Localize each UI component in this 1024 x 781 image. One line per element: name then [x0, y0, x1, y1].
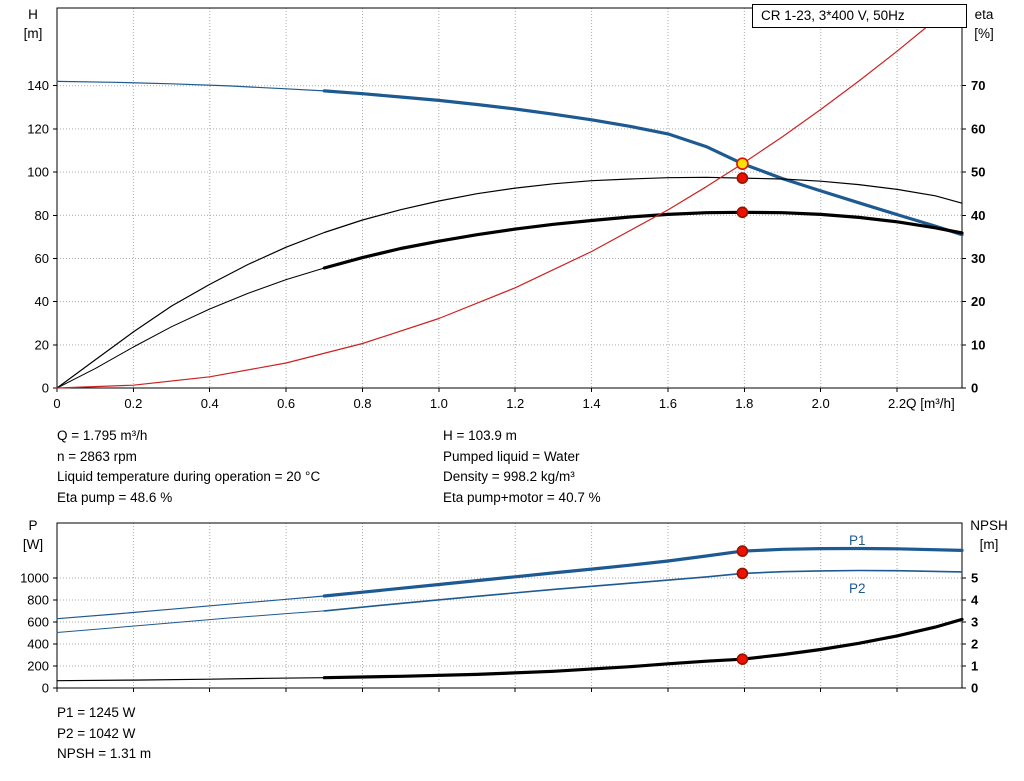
info-npsh: NPSH = 1.31 m	[57, 746, 152, 761]
svg-text:5: 5	[971, 571, 978, 586]
info-q: Q = 1.795 m³/h	[57, 428, 148, 443]
svg-text:40: 40	[971, 208, 985, 223]
info-density: Density = 998.2 kg/m³	[443, 469, 575, 484]
svg-text:1.2: 1.2	[506, 396, 524, 411]
npsh-axis-title-unit: [m]	[979, 537, 999, 552]
svg-text:0: 0	[971, 681, 978, 696]
pump-model-label: CR 1-23, 3*400 V, 50Hz	[761, 8, 905, 23]
info-pumped-liquid: Pumped liquid = Water	[443, 448, 580, 464]
svg-text:40: 40	[35, 294, 49, 309]
svg-text:400: 400	[27, 637, 49, 652]
info-p2: P2 = 1042 W	[57, 725, 136, 741]
p1-curve-label: P1	[849, 533, 866, 548]
info-p1: P1 = 1245 W	[57, 705, 136, 720]
svg-text:600: 600	[27, 615, 49, 630]
svg-text:1.0: 1.0	[430, 396, 448, 411]
info-eta-pump: Eta pump = 48.6 %	[57, 489, 173, 505]
svg-text:3: 3	[971, 615, 978, 630]
svg-text:1.6: 1.6	[659, 396, 677, 411]
power-axis-title-unit: [W]	[22, 537, 44, 552]
svg-text:1: 1	[971, 659, 978, 674]
svg-text:1.4: 1.4	[583, 396, 601, 411]
npsh-axis-title-symbol: NPSH	[970, 518, 1008, 533]
svg-text:2: 2	[971, 637, 978, 652]
operating-data-right: H = 103.9 m Pumped liquid = Water Densit…	[443, 426, 601, 508]
svg-text:0: 0	[42, 681, 49, 696]
p2-curve-label: P2	[849, 581, 866, 596]
q-axis-title: Q [m³/h]	[906, 396, 955, 411]
svg-text:0: 0	[42, 381, 49, 396]
power-npsh-values: P1 = 1245 W P2 = 1042 W NPSH = 1.31 m	[57, 703, 151, 765]
svg-text:20: 20	[35, 337, 49, 352]
h-axis-title-unit: [m]	[23, 26, 43, 41]
svg-text:0.2: 0.2	[124, 396, 142, 411]
h-axis-title-symbol: H	[28, 7, 38, 22]
info-speed: n = 2863 rpm	[57, 448, 137, 464]
eta-axis-title: eta [%]	[962, 5, 1006, 43]
power-axis-title: P [W]	[14, 516, 52, 554]
top-chart-svg: 0 0.2 0.4 0.6 0.8 1.0 1.2 1.4 1.6 1.8 2.0 2.2 0 20 40 6…	[27, 7, 985, 411]
h-axis-title: H [m]	[14, 5, 52, 43]
svg-text:2.2: 2.2	[888, 396, 906, 411]
info-eta-pump-motor: Eta pump+motor = 40.7 %	[443, 489, 601, 505]
svg-text:0: 0	[53, 396, 60, 411]
svg-text:800: 800	[27, 593, 49, 608]
svg-text:2.0: 2.0	[812, 396, 830, 411]
npsh-axis-title: NPSH [m]	[960, 516, 1018, 554]
pump-model-box: CR 1-23, 3*400 V, 50Hz	[752, 4, 967, 28]
operating-data-left: Q = 1.795 m³/h n = 2863 rpm Liquid tempe…	[57, 426, 320, 508]
svg-text:60: 60	[35, 251, 49, 266]
svg-text:70: 70	[971, 78, 985, 93]
svg-text:140: 140	[27, 78, 49, 93]
svg-text:0.8: 0.8	[353, 396, 371, 411]
svg-text:0.6: 0.6	[277, 396, 295, 411]
power-axis-title-symbol: P	[28, 518, 38, 533]
svg-text:20: 20	[971, 294, 985, 309]
svg-text:10: 10	[971, 337, 985, 352]
svg-text:1.8: 1.8	[735, 396, 753, 411]
bottom-chart-svg: 0 200 400 600 800 1000 0 1 2 3 4 5	[20, 522, 979, 696]
svg-text:80: 80	[35, 208, 49, 223]
svg-text:100: 100	[27, 165, 49, 180]
eta-axis-title-symbol: eta	[974, 7, 994, 22]
svg-text:1000: 1000	[20, 571, 49, 586]
svg-text:4: 4	[971, 593, 979, 608]
svg-text:0: 0	[971, 381, 978, 396]
svg-text:120: 120	[27, 121, 49, 136]
info-liquid-temperature: Liquid temperature during operation = 20…	[57, 469, 321, 484]
svg-text:0.4: 0.4	[201, 396, 219, 411]
svg-text:200: 200	[27, 659, 49, 674]
eta-axis-title-unit: [%]	[974, 26, 994, 41]
svg-text:50: 50	[971, 165, 985, 180]
info-head: H = 103.9 m	[443, 428, 517, 443]
svg-text:60: 60	[971, 121, 985, 136]
svg-text:30: 30	[971, 251, 985, 266]
